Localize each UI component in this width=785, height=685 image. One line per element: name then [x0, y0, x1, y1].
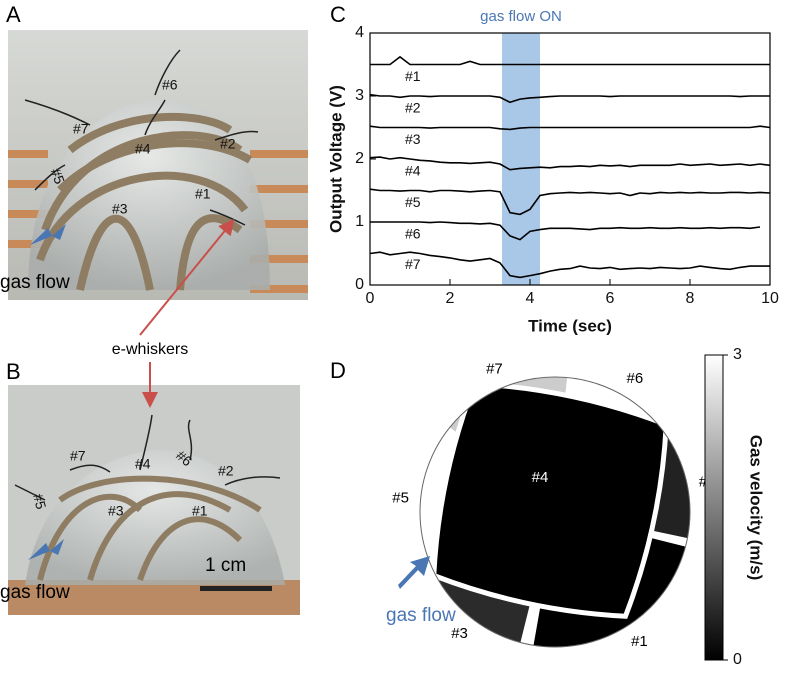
y-tick-label: 3 — [355, 87, 364, 104]
x-tick-label: 2 — [446, 290, 455, 307]
arrow-label: gas flow — [0, 272, 70, 293]
colorbar-tick-label: 3 — [733, 346, 742, 363]
region — [431, 381, 669, 619]
series-label: #6 — [405, 226, 421, 242]
y-tick-label: 1 — [355, 213, 364, 230]
callout-label: e-whiskers — [112, 341, 188, 358]
whisker-label: #5 — [30, 492, 50, 511]
panel-label: A — [6, 2, 21, 27]
series-label: #2 — [405, 100, 421, 116]
series-line — [370, 55, 770, 66]
region-label: #7 — [486, 360, 503, 377]
x-tick-label: 10 — [761, 290, 779, 307]
region-label: #6 — [626, 370, 643, 387]
series-label: #3 — [405, 131, 421, 147]
callout-arrow — [139, 218, 235, 336]
whisker-label: #5 — [48, 166, 68, 186]
whisker-label: #3 — [112, 201, 128, 217]
y-axis-label: Output Voltage (V) — [326, 85, 345, 233]
region-label: #4 — [532, 469, 549, 486]
photo-a: #7 #6 #4 #2 #5 #3 #1 gas flow — [0, 30, 308, 300]
y-tick-label: 4 — [355, 24, 364, 41]
region-label: #3 — [451, 625, 468, 642]
whisker-label: #2 — [220, 136, 236, 152]
region-outline — [419, 376, 691, 648]
flow-arrow — [398, 556, 430, 589]
whisker-label: #1 — [192, 503, 208, 519]
series-line — [369, 93, 770, 104]
whisker-label: #2 — [218, 463, 234, 479]
arrow-label: gas flow — [0, 582, 70, 603]
region-label: #1 — [631, 633, 648, 650]
panel-label: C — [330, 2, 346, 27]
whisker-label: #6 — [162, 77, 178, 93]
series-line — [369, 188, 771, 216]
x-tick-label: 0 — [366, 290, 375, 307]
series-line — [369, 156, 771, 171]
whisker-label: #4 — [135, 456, 151, 472]
annotation: gas flow ON — [480, 8, 562, 25]
x-tick-label: 8 — [686, 290, 695, 307]
series-label: #7 — [405, 256, 421, 272]
highlight-band — [502, 33, 540, 285]
series-line — [369, 251, 770, 279]
series-line — [369, 125, 771, 131]
whisker-label: #3 — [108, 503, 124, 519]
colorbar-tick-label: 0 — [733, 651, 742, 668]
whisker-label: #7 — [70, 448, 86, 464]
photo-b: #7 #4 #6 #2 #5 #3 #1 1 cm gas flow — [0, 385, 300, 615]
panel-label: B — [6, 359, 21, 384]
annotation: gas flow — [386, 605, 456, 626]
series-label: #5 — [405, 194, 421, 210]
region-map — [420, 377, 690, 647]
plot-frame — [369, 32, 771, 286]
region-label: #5 — [392, 489, 409, 506]
scale-bar-label: 1 cm — [205, 555, 246, 576]
series-label: #1 — [405, 68, 421, 84]
whisker-label: #7 — [73, 121, 89, 137]
x-tick-label: 4 — [526, 290, 535, 307]
colorbar-label: Gas velocity (m/s) — [747, 435, 766, 581]
x-tick-label: 6 — [606, 290, 615, 307]
y-tick-label: 2 — [355, 150, 364, 167]
colorbar — [704, 354, 724, 661]
x-axis-label: Time (sec) — [528, 316, 612, 335]
series-label: #4 — [405, 163, 421, 179]
y-tick-label: 0 — [355, 276, 364, 293]
whisker-label: #4 — [135, 141, 151, 157]
whisker-label: #1 — [195, 186, 211, 202]
series-line — [370, 221, 761, 241]
panel-label: D — [330, 358, 346, 383]
